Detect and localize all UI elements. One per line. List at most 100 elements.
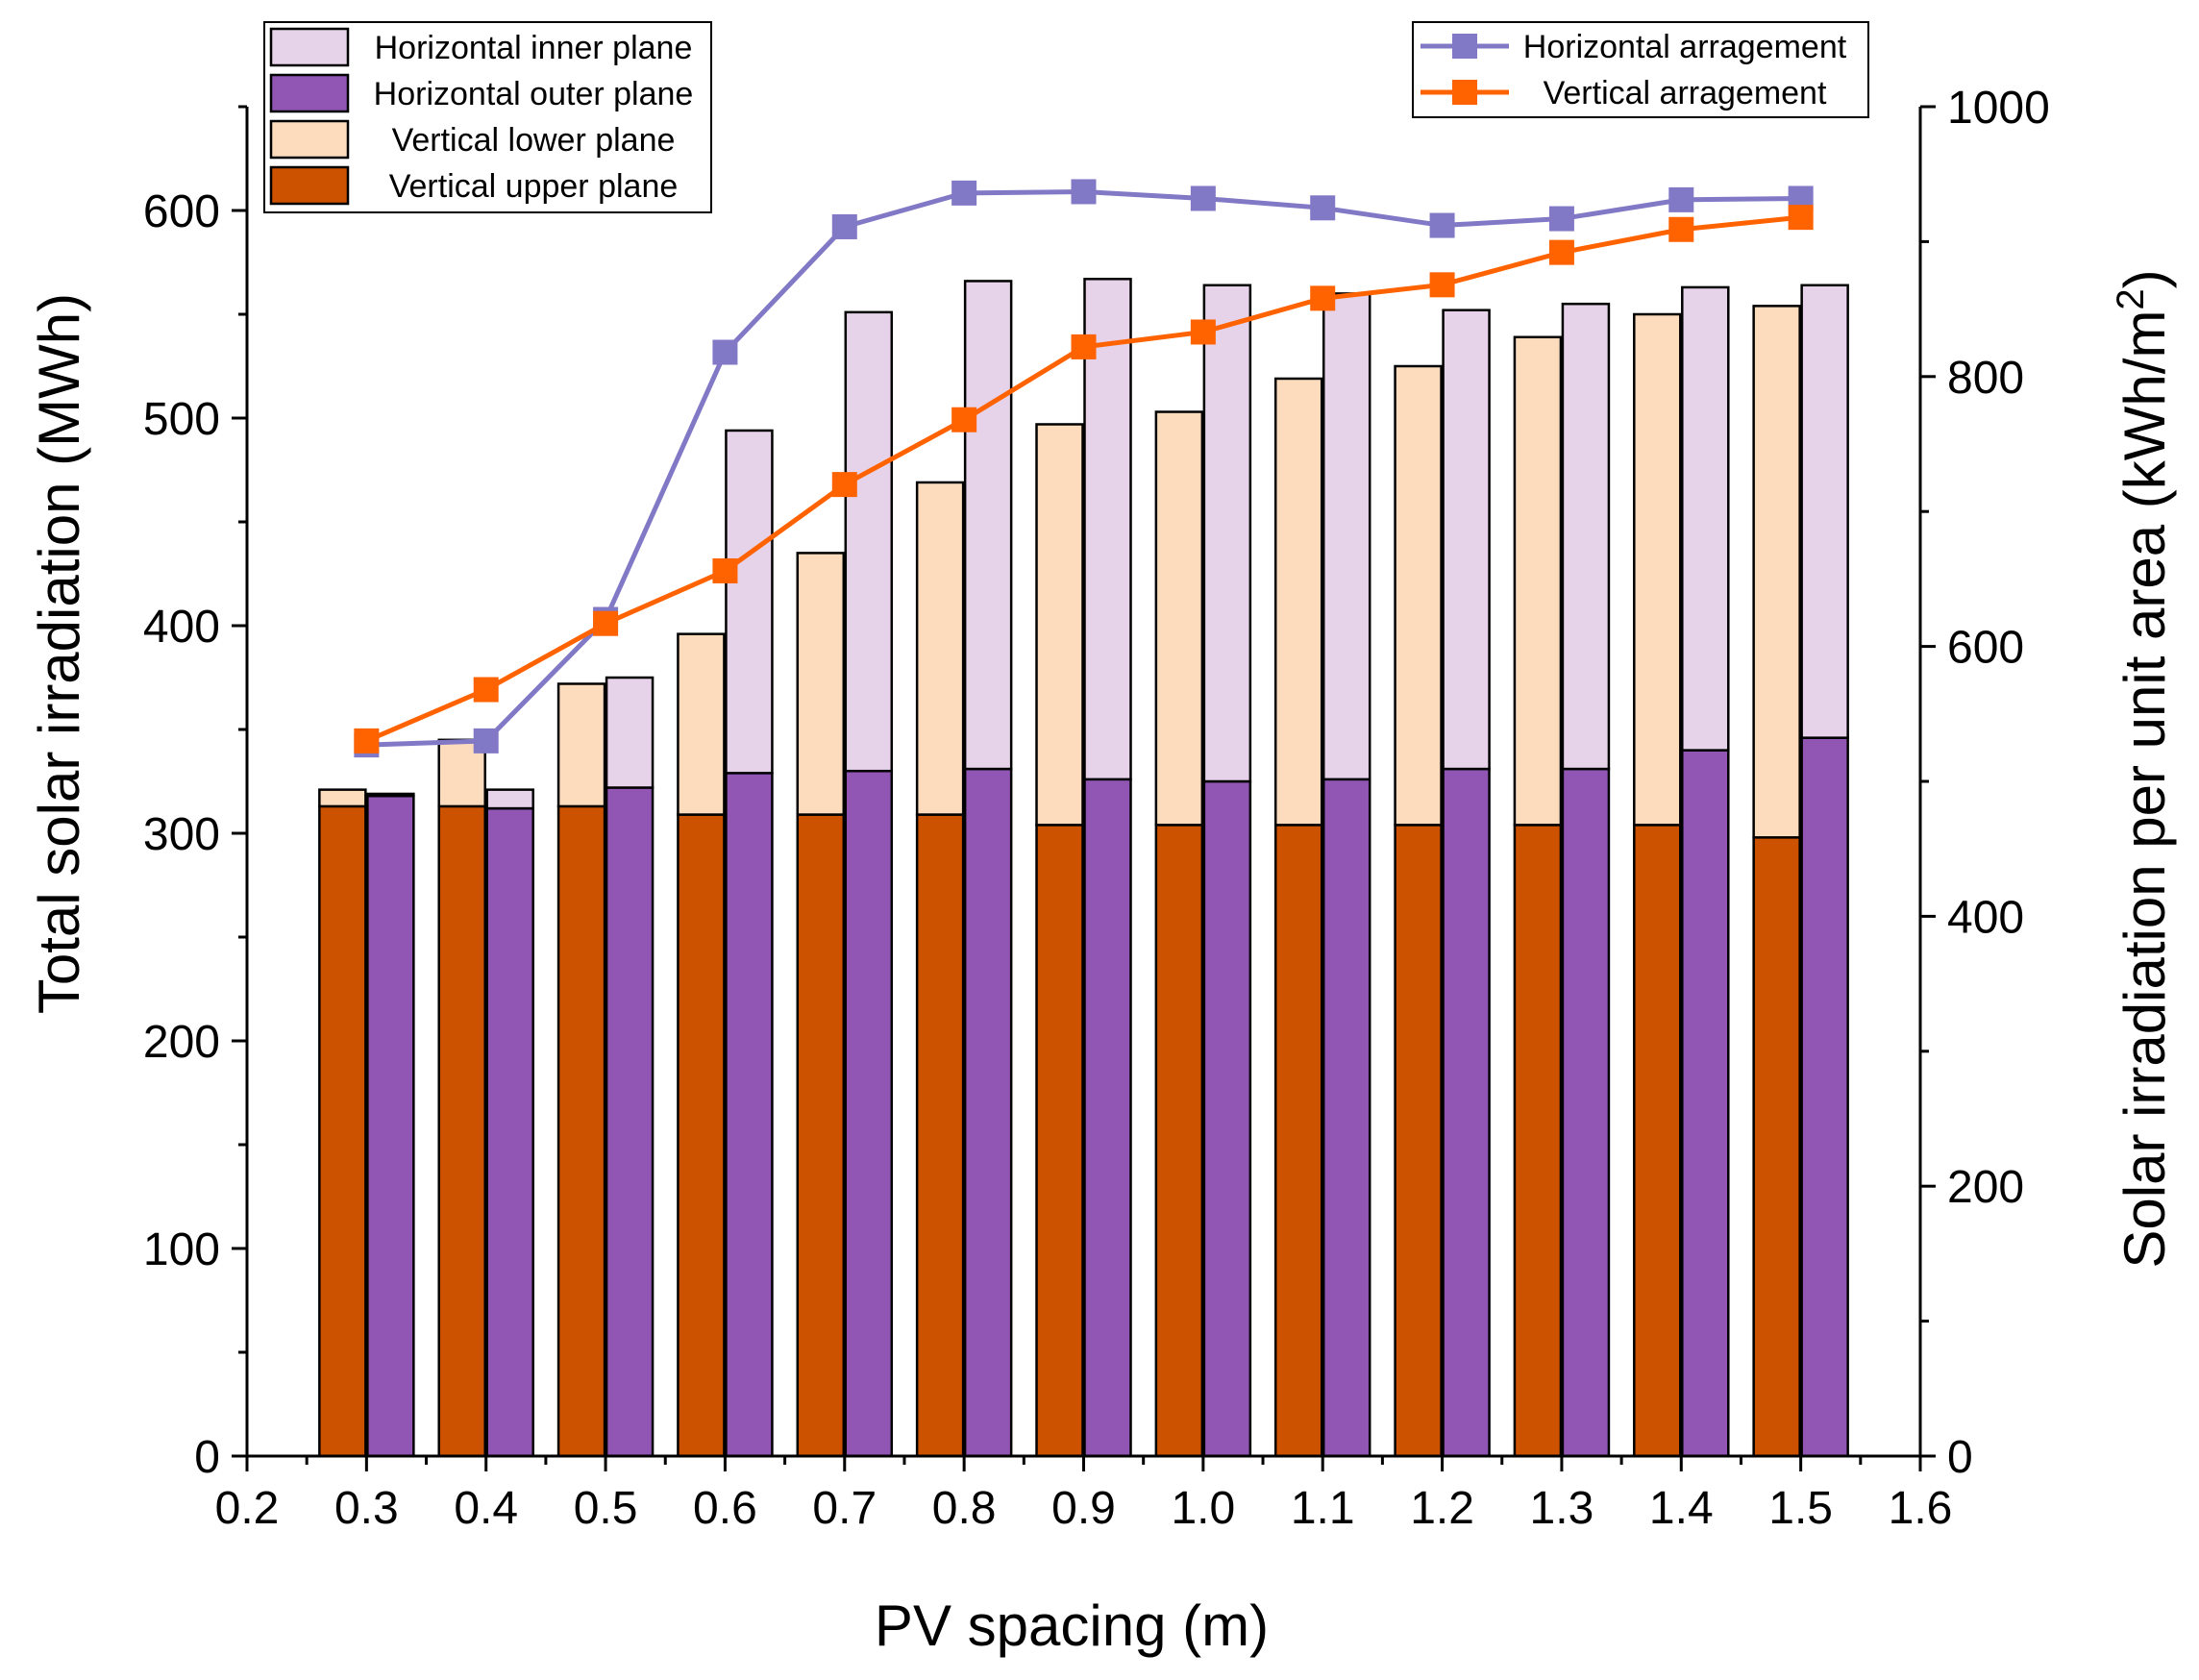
point-vertical-arragement-0_7: [831, 472, 857, 498]
bar-horizontal-outer-plane-0_5: [605, 786, 655, 1458]
bar-horizontal-outer-plane-0_3: [366, 794, 415, 1458]
y-right-tick-label-800: 800: [1947, 353, 2024, 404]
point-vertical-arragement-0_6: [712, 557, 738, 583]
point-vertical-arragement-1_0: [1190, 319, 1216, 345]
point-horizontal-arragement-1_0: [1190, 185, 1216, 211]
y-left-tick-label-600: 600: [143, 186, 220, 237]
bar-vertical-upper-plane-0_3: [318, 804, 367, 1458]
legend-label-horizontal-outer-plane: Horizontal outer plane: [374, 76, 694, 112]
x-tick-label-1_6: 1.6: [1889, 1483, 1953, 1534]
bar-horizontal-outer-plane-1_0: [1202, 779, 1252, 1458]
point-horizontal-arragement-0_8: [951, 180, 977, 206]
y-left-tick-label-300: 300: [143, 809, 220, 860]
legend-marker-horizontal-arragement: [1452, 34, 1477, 59]
bar-vertical-upper-plane-0_4: [437, 804, 486, 1458]
lines-layer: [354, 179, 1814, 758]
bar-vertical-lower-plane-0_8: [915, 481, 965, 816]
x-axis-title: PV spacing (m): [875, 1594, 1269, 1658]
x-tick-label-0_3: 0.3: [334, 1483, 399, 1534]
x-tick-label-0_2: 0.2: [215, 1483, 280, 1534]
bar-vertical-lower-plane-1_4: [1633, 312, 1682, 827]
bar-horizontal-outer-plane-1_4: [1681, 749, 1730, 1458]
bar-vertical-lower-plane-0_7: [796, 552, 846, 816]
y-right-tick-label-0: 0: [1947, 1432, 1973, 1483]
bar-horizontal-outer-plane-1_1: [1322, 778, 1371, 1458]
bar-horizontal-inner-plane-1_2: [1442, 309, 1491, 771]
bar-vertical-lower-plane-0_9: [1035, 423, 1084, 827]
y-right-tick-label-600: 600: [1947, 623, 2024, 674]
point-horizontal-arragement-1_4: [1668, 186, 1694, 212]
x-tick-label-1_5: 1.5: [1768, 1483, 1833, 1534]
ticks-layer: 0.2 0.3 0.4 0.5 0.6 0.7 0.8 0.9 1.0 1.1 1.2 1.3 1.4 1…: [143, 83, 2050, 1534]
x-tick-label-1_2: 1.2: [1410, 1483, 1474, 1534]
x-tick-label-1_1: 1.1: [1291, 1483, 1355, 1534]
legend-lines-frame: [1412, 21, 1869, 118]
bar-vertical-lower-plane-1_0: [1154, 410, 1204, 827]
x-tick-label-0_8: 0.8: [932, 1483, 997, 1534]
bar-vertical-upper-plane-0_9: [1035, 824, 1084, 1458]
bar-horizontal-outer-plane-0_6: [725, 772, 774, 1458]
y-right-axis-title-end: ): [2113, 269, 2177, 288]
y-left-tick-label-100: 100: [143, 1224, 220, 1275]
bar-horizontal-outer-plane-0_9: [1083, 778, 1132, 1458]
bar-horizontal-inner-plane-0_9: [1083, 278, 1132, 781]
y-left-tick-label-200: 200: [143, 1017, 220, 1068]
legend-label-vertical-lower-plane: Vertical lower plane: [392, 122, 676, 159]
bar-horizontal-inner-plane-0_7: [844, 310, 894, 773]
bar-horizontal-outer-plane-0_8: [963, 767, 1013, 1458]
bar-vertical-lower-plane-1_3: [1513, 335, 1563, 827]
point-vertical-arragement-0_8: [951, 407, 977, 432]
bar-horizontal-outer-plane-0_7: [844, 769, 894, 1458]
legend-swatch-horizontal-inner-plane: [269, 27, 350, 67]
legend-lines: Horizontal arragement Vertical arragement: [1412, 21, 1869, 118]
bar-horizontal-inner-plane-0_3: [366, 792, 415, 798]
point-vertical-arragement-0_4: [473, 677, 499, 703]
x-tick-label-0_4: 0.4: [454, 1483, 518, 1534]
bar-horizontal-inner-plane-0_4: [485, 788, 534, 810]
bar-vertical-lower-plane-0_5: [556, 682, 606, 808]
y-right-tick-label-200: 200: [1947, 1162, 2024, 1213]
legend-bars: Horizontal inner plane Horizontal outer p…: [263, 21, 712, 213]
x-tick-label-0_6: 0.6: [693, 1483, 757, 1534]
y-right-tick-label-1000: 1000: [1947, 83, 2050, 134]
point-horizontal-arragement-1_1: [1310, 195, 1336, 221]
point-horizontal-arragement-0_4: [473, 728, 499, 754]
bar-horizontal-inner-plane-1_4: [1681, 285, 1730, 752]
bar-vertical-upper-plane-1_2: [1394, 824, 1443, 1458]
legend-label-horizontal-inner-plane: Horizontal inner plane: [375, 30, 693, 66]
bar-vertical-upper-plane-1_5: [1752, 836, 1801, 1458]
legend-marker-vertical-arragement: [1452, 80, 1477, 105]
bar-vertical-upper-plane-1_0: [1154, 824, 1204, 1458]
point-vertical-arragement-1_2: [1429, 272, 1455, 298]
x-tick-label-0_7: 0.7: [812, 1483, 877, 1534]
bar-vertical-upper-plane-0_7: [796, 813, 846, 1458]
bar-vertical-upper-plane-1_1: [1273, 824, 1323, 1458]
x-tick-label-1_4: 1.4: [1649, 1483, 1714, 1534]
bar-horizontal-outer-plane-1_5: [1800, 736, 1849, 1458]
point-vertical-arragement-1_1: [1310, 285, 1336, 311]
bar-horizontal-inner-plane-1_3: [1561, 302, 1611, 771]
bar-vertical-upper-plane-1_3: [1513, 824, 1563, 1458]
x-tick-label-1_3: 1.3: [1530, 1483, 1594, 1534]
bar-vertical-upper-plane-0_6: [677, 813, 726, 1458]
point-vertical-arragement-1_5: [1788, 205, 1814, 231]
point-vertical-arragement-1_3: [1548, 239, 1574, 265]
legend-swatch-horizontal-outer-plane: [269, 73, 350, 113]
legend-label-vertical-upper-plane: Vertical upper plane: [389, 168, 679, 205]
point-horizontal-arragement-1_3: [1548, 206, 1574, 232]
bar-horizontal-inner-plane-1_5: [1800, 284, 1849, 739]
point-vertical-arragement-0_3: [354, 728, 380, 754]
bar-vertical-upper-plane-1_4: [1633, 824, 1682, 1458]
point-horizontal-arragement-0_6: [712, 339, 738, 365]
bar-horizontal-inner-plane-0_8: [963, 280, 1013, 771]
x-tick-label-1_0: 1.0: [1171, 1483, 1235, 1534]
legend-swatch-vertical-lower-plane: [269, 119, 350, 160]
point-horizontal-arragement-1_2: [1429, 212, 1455, 238]
bar-horizontal-inner-plane-1_0: [1202, 284, 1252, 783]
legend-label-horizontal-arragement: Horizontal arragement: [1523, 29, 1847, 65]
bar-vertical-lower-plane-0_6: [677, 632, 726, 816]
bar-vertical-lower-plane-1_2: [1394, 364, 1443, 827]
y-left-tick-label-500: 500: [143, 394, 220, 445]
